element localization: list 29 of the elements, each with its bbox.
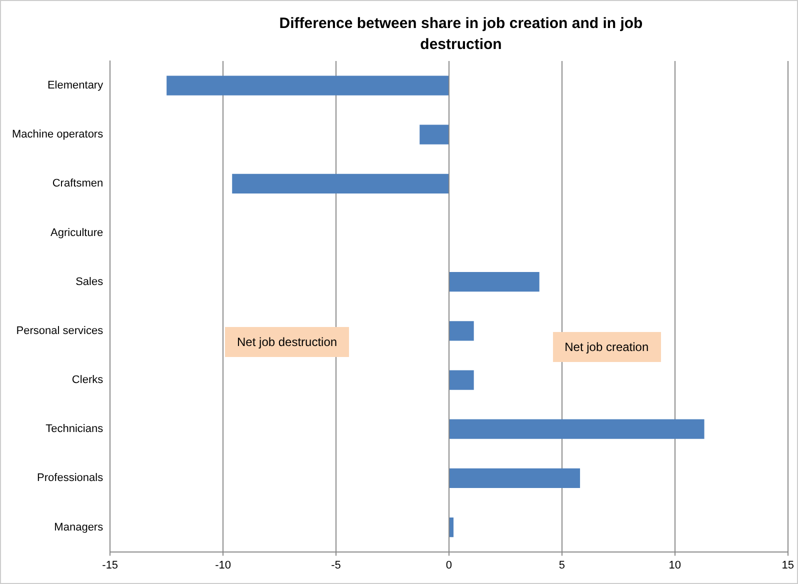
bar [449, 419, 704, 439]
bar [232, 174, 448, 194]
y-tick-label: Professionals [37, 472, 104, 484]
y-tick-label: Technicians [46, 423, 104, 436]
y-tick-label: Elementary [47, 80, 104, 92]
chart-title: Difference between share in job creation and in job destruction [278, 14, 644, 55]
bar [449, 468, 580, 488]
y-tick-label: Craftsmen [52, 178, 104, 190]
y-tick-label: Clerks [72, 374, 104, 386]
x-tick-label: 0 [446, 559, 452, 572]
y-tick-label: Personal services [16, 324, 104, 337]
x-tick-label: -5 [331, 559, 341, 572]
annotation: Net job creation [552, 332, 661, 362]
y-tick-label: Managers [54, 521, 104, 534]
y-tick-label: Agriculture [50, 226, 104, 239]
x-tick-label: 10 [668, 559, 682, 572]
bar [449, 517, 454, 538]
bar [449, 370, 474, 390]
bar [449, 272, 540, 292]
bar [420, 124, 448, 144]
x-tick-label: -15 [102, 559, 118, 572]
x-tick-label: 15 [782, 559, 794, 572]
bar [166, 76, 448, 96]
y-tick-label: Machine operators [12, 128, 104, 141]
bar [449, 321, 474, 341]
x-tick-label: -10 [215, 559, 232, 572]
x-tick-label: 5 [558, 559, 566, 572]
y-tick-label: Sales [76, 276, 104, 288]
annotation: Net job destruction [225, 326, 350, 357]
